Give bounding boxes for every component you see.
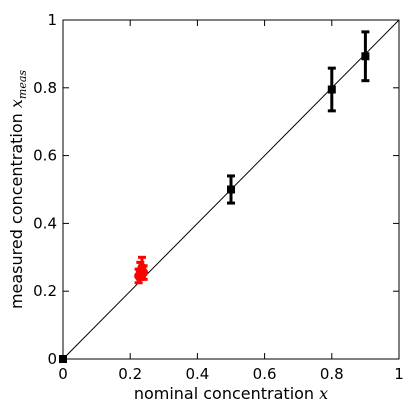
y-tick-label: 0.2 bbox=[33, 282, 57, 300]
x-tick-label: 0.6 bbox=[253, 365, 277, 383]
data-point-circle bbox=[139, 268, 149, 278]
y-tick-label: 0.8 bbox=[33, 79, 57, 97]
y-axis-label: measured concentration xmeas bbox=[7, 70, 29, 309]
x-tick-label: 0 bbox=[58, 365, 68, 383]
x-axis-label: nominal concentration x bbox=[134, 384, 328, 403]
x-tick-label: 0.2 bbox=[118, 365, 142, 383]
y-tick-label: 0.4 bbox=[33, 214, 57, 232]
x-tick-label: 0.8 bbox=[320, 365, 344, 383]
x-tick-label: 1 bbox=[394, 365, 404, 383]
data-point-square bbox=[361, 52, 370, 61]
x-tick-label: 0.4 bbox=[185, 365, 209, 383]
data-point-square bbox=[227, 185, 235, 194]
y-tick-label: 0 bbox=[47, 350, 57, 368]
y-tick-label: 0.6 bbox=[33, 147, 57, 165]
data-point-square bbox=[327, 85, 336, 94]
y-tick-label: 1 bbox=[47, 11, 57, 29]
